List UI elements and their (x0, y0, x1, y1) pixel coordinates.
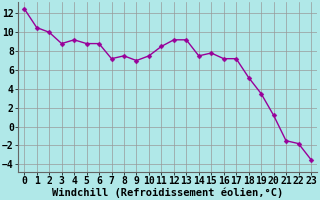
X-axis label: Windchill (Refroidissement éolien,°C): Windchill (Refroidissement éolien,°C) (52, 187, 283, 198)
